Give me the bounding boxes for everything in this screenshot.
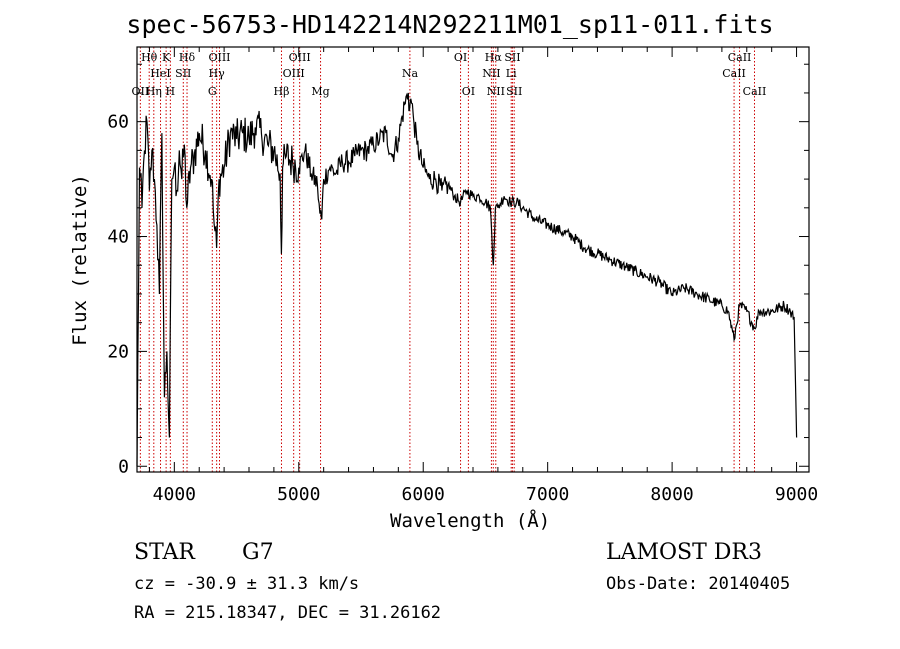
line-label-18: NII [482,67,500,80]
line-label-25: CaII [728,51,752,64]
line-label-2: Hη [146,85,162,98]
x-tick-label-2: 6000 [402,484,445,505]
object-class: STAR [134,540,195,565]
line-label-17: OI [462,85,475,98]
x-tick-label-1: 5000 [277,484,320,505]
chart-title: spec-56753-HD142214N292211M01_sp11-011.f… [126,10,774,39]
line-label-12: OIII [283,67,305,80]
line-label-5: H [166,85,176,98]
x-tick-label-0: 4000 [153,484,196,505]
x-tick-label-5: 9000 [775,484,818,505]
x-tick-label-4: 8000 [650,484,693,505]
survey-name: LAMOST DR3 [606,540,762,565]
spectrum-series-line [136,92,798,467]
line-label-7: Hδ [179,51,196,64]
line-label-4: K [162,51,171,64]
line-label-1: Hθ [141,51,158,64]
line-label-11: Hβ [274,85,290,98]
line-label-13: OIII [289,51,311,64]
object-subclass: G7 [242,540,274,565]
line-label-26: CaII [743,85,767,98]
ra-dec-coordinates: RA = 215.18347, DEC = 31.26162 [134,603,442,623]
y-tick-label-0: 0 [118,456,129,477]
y-tick-label-3: 60 [107,112,129,133]
y-axis-label: Flux (relative) [69,174,91,346]
line-label-10: OIII [208,51,230,64]
line-label-9: Hγ [209,67,226,80]
line-label-22: SII [504,51,520,64]
y-tick-label-2: 40 [107,227,129,248]
line-label-24: CaII [722,67,746,80]
y-tick-label-1: 20 [107,341,129,362]
line-label-0: OII [132,85,150,98]
line-label-23: SII [506,85,522,98]
x-tick-label-3: 7000 [526,484,569,505]
line-label-8: G [208,85,217,98]
line-label-14: Mg [311,85,329,98]
x-axis-label: Wavelength (Å) [390,510,551,532]
plot-frame [136,46,810,473]
line-label-3: HeI [150,67,170,80]
observation-date: Obs-Date: 20140405 [606,574,791,594]
line-label-20: NII [487,85,505,98]
line-label-6: SII [175,67,191,80]
redshift-velocity: cz = -30.9 ± 31.3 km/s [134,574,360,594]
line-label-15: Na [402,67,419,80]
line-label-16: OI [454,51,467,64]
line-label-19: Hα [485,51,503,64]
line-label-21: Li [506,67,517,80]
